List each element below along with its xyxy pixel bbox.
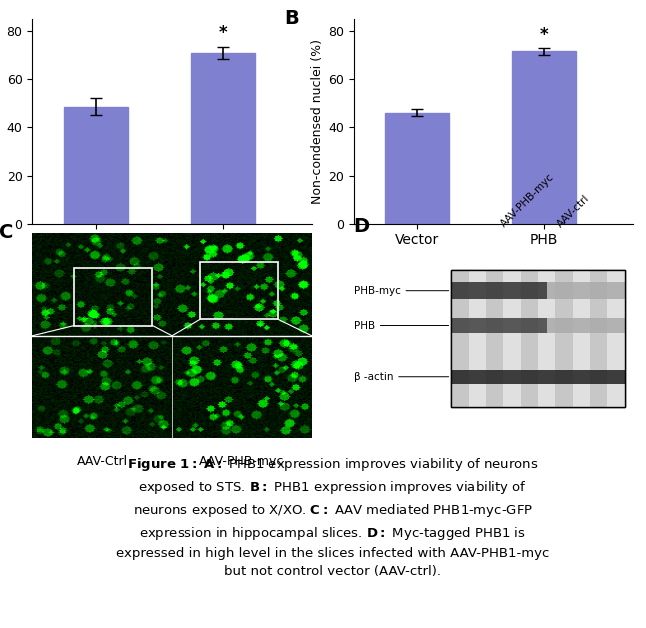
Bar [64,107,127,224]
Bar [452,270,469,408]
Text: C: C [0,223,13,242]
Text: PHB-myc: PHB-myc [353,286,449,296]
Text: PHB: PHB [353,320,449,330]
Bar [607,270,625,408]
Bar [521,270,538,408]
Bar [74,268,152,325]
Y-axis label: Non-condensed nuclei (%): Non-condensed nuclei (%) [311,39,324,203]
Bar [547,318,625,333]
Text: *: * [218,24,227,41]
Bar [486,270,503,408]
Bar [452,270,625,408]
Text: AAV-ctrl: AAV-ctrl [555,193,591,229]
Bar [573,270,590,408]
Text: AAV-Ctrl: AAV-Ctrl [77,455,128,468]
Bar [538,270,556,408]
Bar [452,369,547,384]
Bar [386,113,449,224]
Bar [590,270,607,408]
Bar [191,53,255,224]
Text: β -actin: β -actin [353,372,449,382]
Y-axis label: Non-condensed nuclei (%): Non-condensed nuclei (%) [0,39,3,203]
Text: $\mathbf{Figure\ 1:\ A:}$ PHB1 expression improves viability of neurons
exposed : $\mathbf{Figure\ 1:\ A:}$ PHB1 expressio… [116,456,549,578]
Bar [469,270,486,408]
Bar [503,270,521,408]
Text: AAV-PHB-myc: AAV-PHB-myc [499,172,556,229]
Bar [556,270,573,408]
Bar [512,51,576,224]
Bar [452,270,625,408]
Text: *: * [540,26,548,44]
Text: B: B [284,9,298,28]
Bar [452,318,547,333]
Text: D: D [353,217,370,236]
Bar [200,262,278,320]
Bar [547,283,625,299]
Bar [547,369,625,384]
Text: AAV-PHB-myc: AAV-PHB-myc [199,455,284,468]
Bar [452,283,547,299]
